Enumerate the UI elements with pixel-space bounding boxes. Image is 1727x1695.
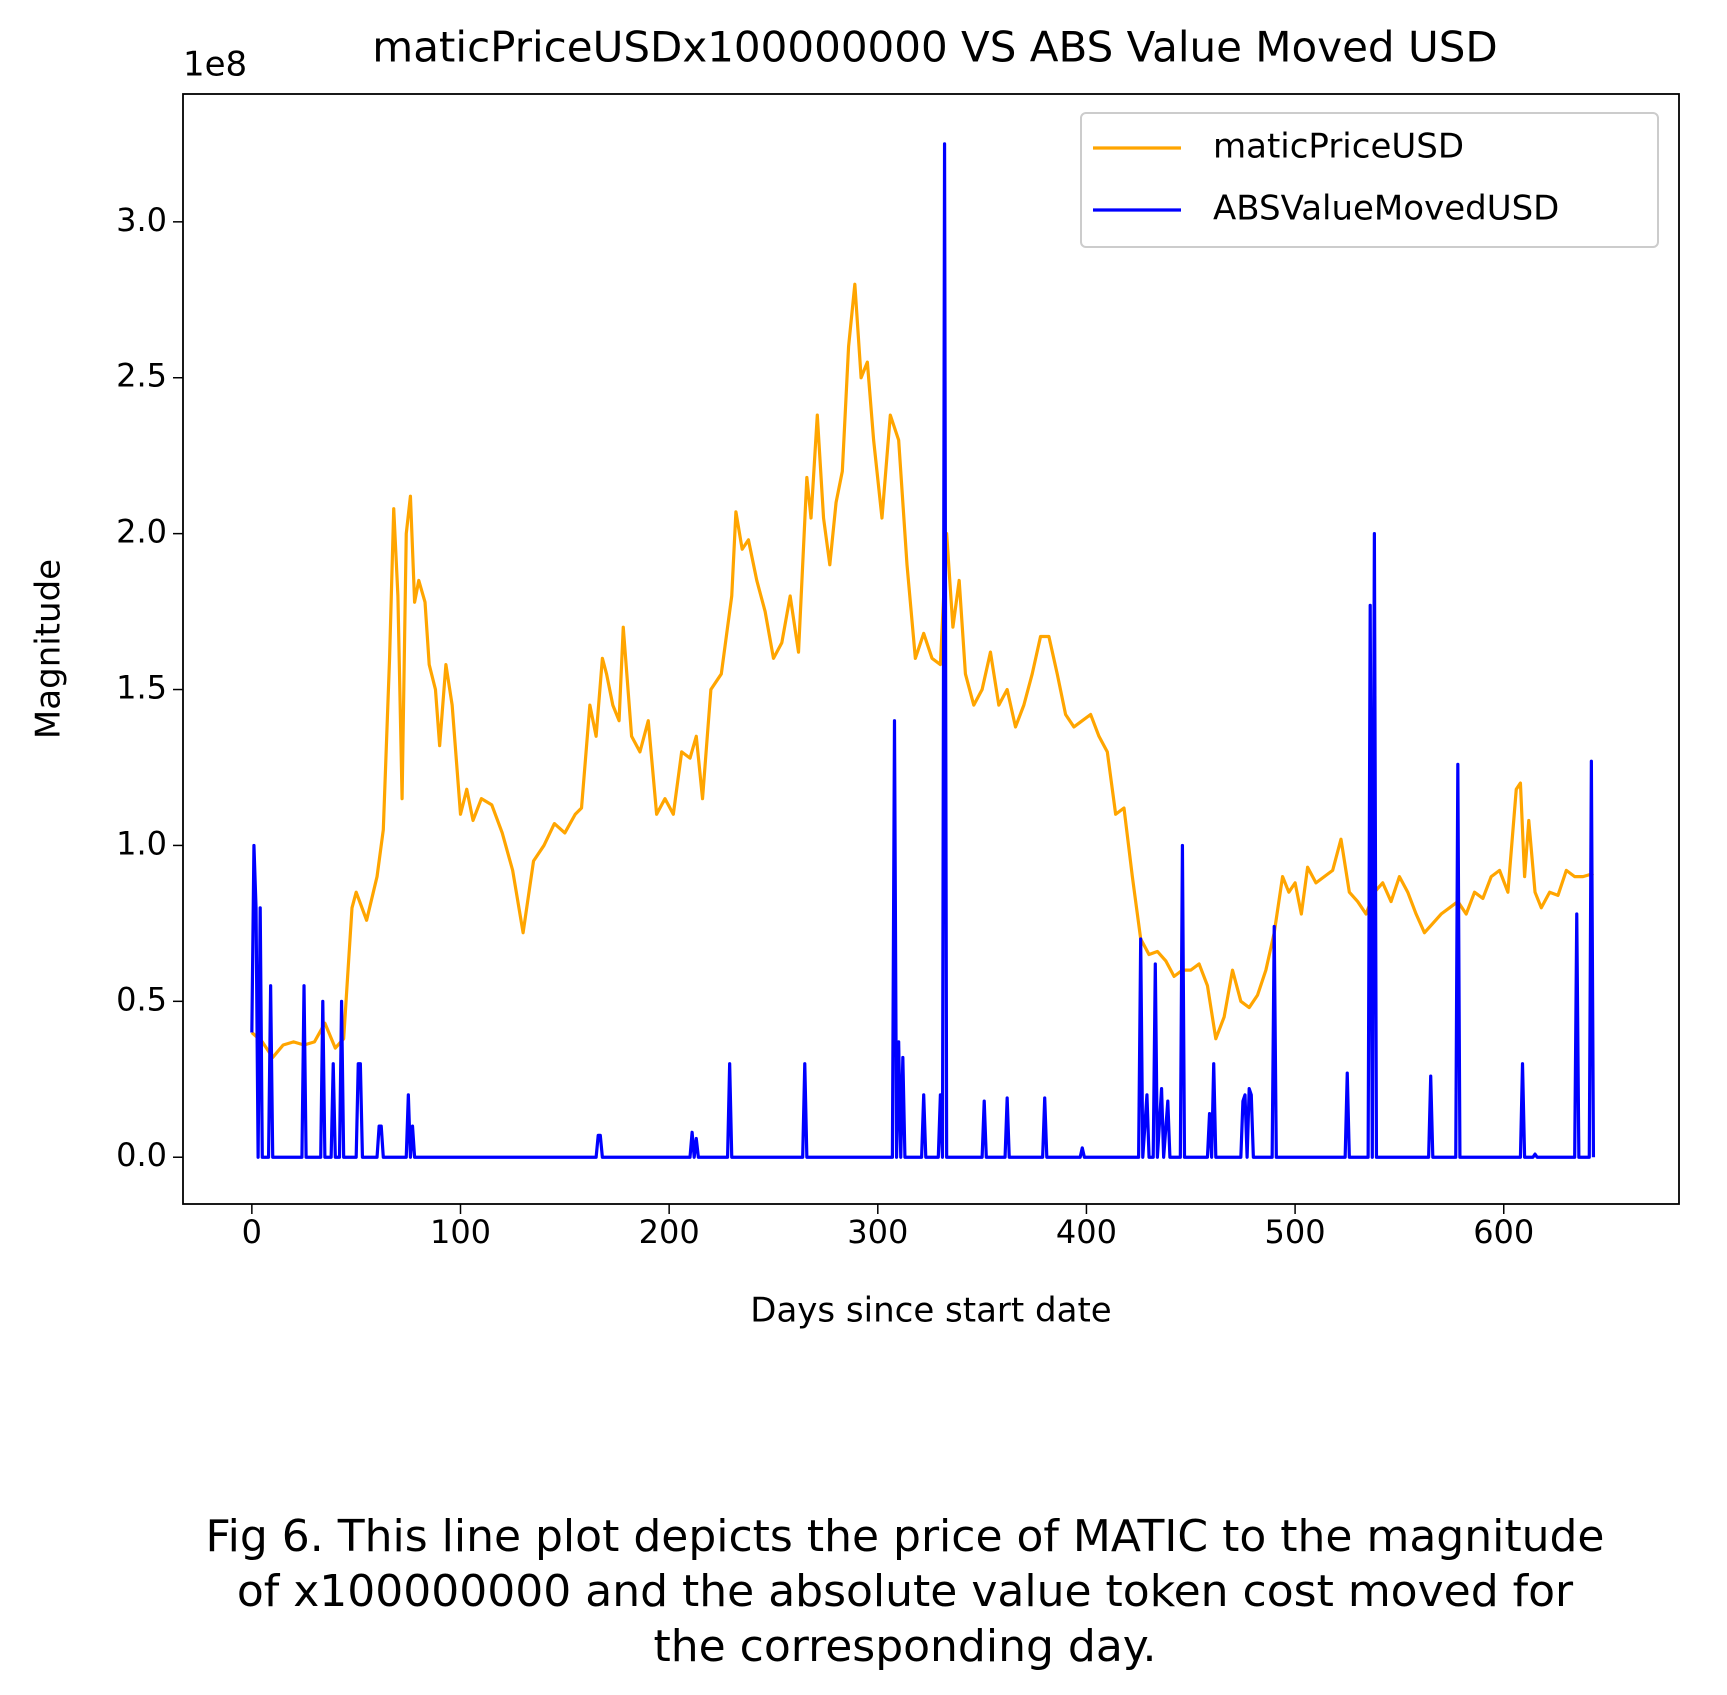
y-tick-label: 3.0	[116, 201, 167, 239]
y-tick-label: 0.0	[116, 1136, 167, 1174]
x-tick-label: 0	[242, 1213, 262, 1251]
y-axis-label: Magnitude	[29, 559, 69, 739]
y-tick-label: 0.5	[116, 980, 167, 1018]
x-tick-label: 500	[1265, 1213, 1326, 1251]
y-tick-label: 1.0	[116, 824, 167, 862]
x-tick-label: 600	[1473, 1213, 1534, 1251]
y-tick-label: 2.0	[116, 513, 167, 551]
x-tick-label: 100	[430, 1213, 491, 1251]
chart-title: maticPriceUSDx100000000 VS ABS Value Mov…	[372, 23, 1497, 72]
caption-line: Fig 6. This line plot depicts the price …	[206, 1511, 1605, 1562]
y-tick-label: 1.5	[116, 669, 167, 707]
legend-box	[1080, 112, 1659, 248]
plot-frame	[182, 93, 1680, 1205]
x-tick-label: 200	[639, 1213, 700, 1251]
x-tick-label: 300	[847, 1213, 908, 1251]
x-tick-label: 400	[1056, 1213, 1117, 1251]
x-axis-label: Days since start date	[750, 1291, 1111, 1331]
caption-line: of x100000000 and the absolute value tok…	[237, 1566, 1574, 1617]
legend-label: maticPriceUSD	[1213, 127, 1464, 167]
y-tick-label: 2.5	[116, 357, 167, 395]
series-line	[250, 142, 1596, 1159]
legend-label: ABSValueMovedUSD	[1213, 189, 1559, 229]
series-line	[250, 282, 1594, 1060]
y-offset-label: 1e8	[183, 45, 247, 85]
caption-line: the corresponding day.	[653, 1621, 1156, 1672]
